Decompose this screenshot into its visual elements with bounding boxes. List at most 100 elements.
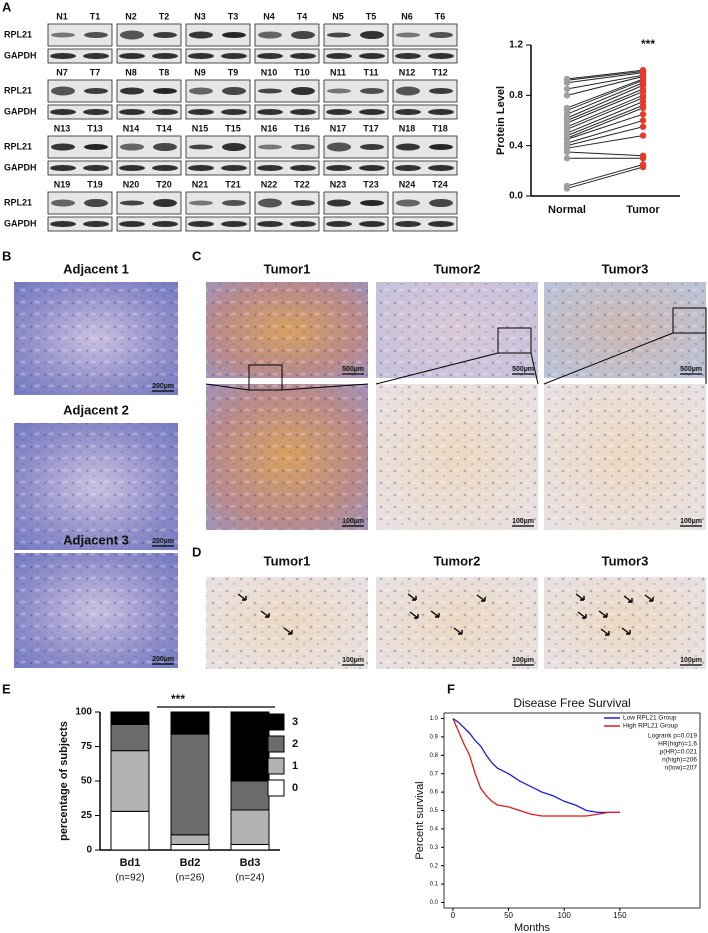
y-tick-label: 0.0 (430, 900, 439, 906)
blot-band (429, 199, 453, 207)
blot-band (188, 165, 214, 171)
pair-line (566, 120, 644, 144)
blot-band (120, 30, 144, 40)
lane-label: N5 (332, 11, 344, 21)
arrow (283, 627, 293, 635)
dot (563, 85, 571, 93)
blot-band (360, 31, 384, 39)
blot-band (222, 200, 246, 206)
blot-band (258, 198, 282, 208)
lane-label: T4 (297, 11, 308, 21)
chart-title: Disease Free Survival (513, 696, 630, 710)
lane-label: N23 (330, 179, 347, 189)
legend-label: 3 (292, 716, 298, 728)
blot-image (323, 135, 389, 159)
blot-band (291, 31, 315, 39)
arrow (430, 610, 440, 618)
zoom-line (543, 332, 674, 385)
x-tick-label: 100 (558, 911, 572, 920)
arrow (407, 593, 417, 601)
blot-band (119, 53, 145, 59)
x-tick-label: Bd2 (180, 857, 201, 869)
x-tick-note: (n=26) (175, 873, 204, 884)
blot-band (326, 221, 352, 227)
protein-label: RPL21 (4, 197, 32, 207)
blot-band (428, 109, 454, 115)
bar-segment (170, 733, 210, 836)
blot-image (185, 104, 251, 120)
blot-band (51, 199, 75, 207)
blot-band (359, 109, 385, 115)
lane-label: N21 (192, 179, 209, 189)
blot-image (116, 79, 182, 103)
blot-band (396, 199, 420, 207)
dot (639, 155, 647, 162)
y-tick-label: 0.8 (430, 753, 439, 759)
scale-label: 200µm (152, 656, 174, 663)
blot-band (257, 221, 283, 227)
y-tick-label: 25 (81, 810, 93, 821)
blot-band (222, 87, 246, 95)
y-axis-label: percentage of subjects (58, 721, 70, 841)
blot-band (84, 32, 108, 38)
x-axis-label: Months (514, 922, 551, 933)
blot-image (116, 216, 182, 232)
scale-label: 200µm (152, 538, 174, 545)
arrow (644, 594, 654, 602)
legend-swatch (267, 757, 285, 775)
blot-image (392, 104, 458, 120)
blot-image (185, 160, 251, 176)
panel-label: A (2, 0, 12, 14)
dot (639, 123, 647, 130)
blot-band (359, 221, 385, 227)
dot (639, 132, 647, 139)
y-tick-label: 1.2 (509, 40, 523, 51)
blot-band (429, 144, 453, 150)
blot-image (254, 23, 320, 47)
y-axis-label: Protein Level (495, 86, 507, 155)
zoom-line (281, 383, 369, 391)
lane-label: T15 (225, 123, 241, 133)
blot-band (51, 86, 75, 96)
blot-band (396, 143, 420, 151)
blot-band (152, 53, 178, 59)
blot-band (222, 143, 246, 151)
y-tick-label: 75 (81, 741, 93, 752)
blot-band (119, 165, 145, 171)
arrow (453, 627, 463, 635)
blot-image (47, 135, 113, 159)
lane-label: N17 (330, 123, 347, 133)
arrow (621, 627, 631, 635)
legend-label: Low RPL21 Group (623, 715, 677, 722)
panel-label: B (2, 248, 11, 263)
lane-label: N3 (194, 11, 206, 21)
x-tick-note: (n=92) (115, 873, 144, 884)
lane-label: N8 (125, 67, 137, 77)
survival-line (452, 717, 620, 813)
pair-line (566, 94, 644, 128)
bar-segment (230, 809, 270, 845)
blot-band (290, 53, 316, 59)
image-title: Tumor3 (602, 261, 649, 276)
arrow (598, 610, 608, 618)
blot-band (153, 88, 177, 94)
blot-band (360, 144, 384, 150)
lane-label: N19 (54, 179, 71, 189)
lane-label: T5 (366, 11, 377, 21)
survival-line (452, 718, 620, 817)
lane-label: T16 (294, 123, 310, 133)
bar-segment (170, 834, 210, 845)
blot-image (185, 135, 251, 159)
blot-image (47, 104, 113, 120)
blot-band (83, 221, 109, 227)
y-axis-label: Percent survival (414, 781, 426, 859)
blot-image (254, 48, 320, 64)
image-title: Tumor3 (602, 553, 649, 568)
blot-image (254, 79, 320, 103)
blot-band (153, 199, 177, 207)
lane-label: N16 (261, 123, 278, 133)
protein-label: GAPDH (4, 50, 37, 60)
lane-label: T12 (432, 67, 448, 77)
blot-band (360, 88, 384, 94)
